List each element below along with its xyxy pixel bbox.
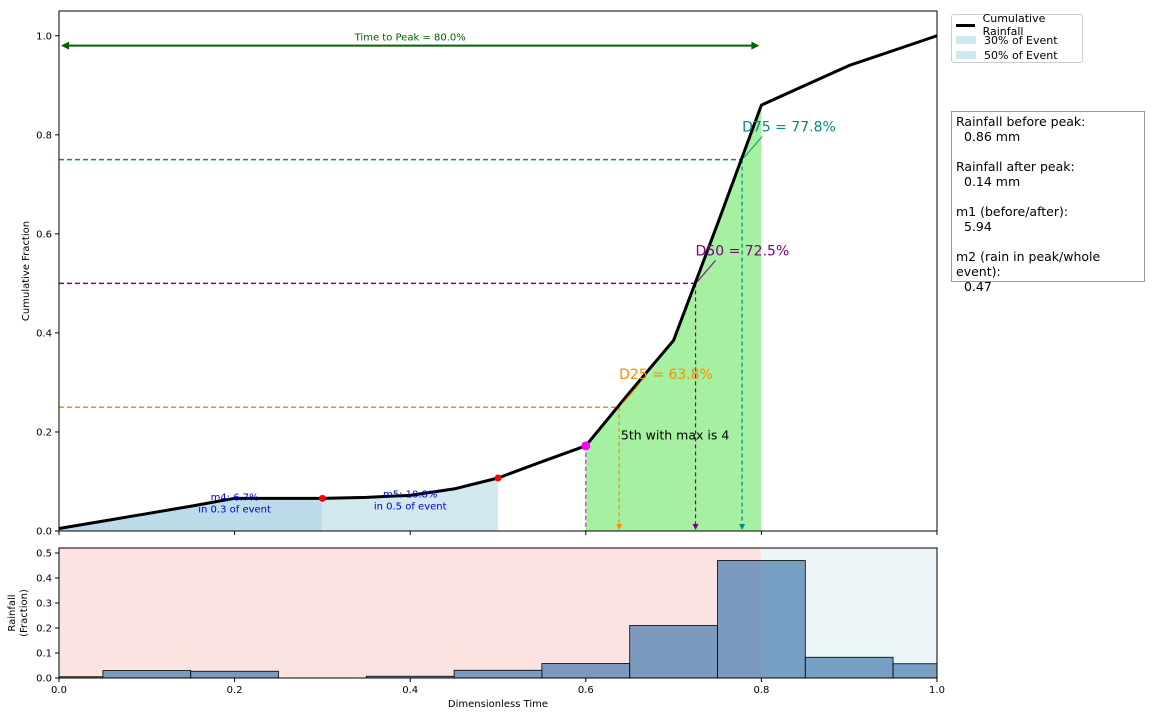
y-tick-label: 0.4 bbox=[36, 328, 52, 339]
rainfall-bar bbox=[629, 625, 718, 678]
rainfall-bar bbox=[541, 663, 631, 678]
y-axis-label: Cumulative Fraction bbox=[21, 221, 32, 321]
percentile-label-d25: D25 = 63.8% bbox=[619, 367, 713, 383]
stat-before-value: 0.86 mm bbox=[964, 129, 1021, 144]
legend-item-30pct: 30% of Event bbox=[956, 33, 1058, 47]
y-tick-label: 0.2 bbox=[36, 624, 52, 635]
rainfall-bar bbox=[453, 669, 543, 678]
percentile-arrowhead bbox=[692, 524, 699, 530]
y-tick-label: 0.5 bbox=[36, 549, 52, 560]
plot-frame bbox=[58, 547, 938, 679]
percentile-pointer bbox=[697, 260, 716, 282]
y-axis-label: Rainfall bbox=[7, 594, 18, 631]
rainfall-bar bbox=[717, 560, 806, 678]
legend-swatch-patch bbox=[956, 36, 976, 44]
stat-before-label: Rainfall before peak: bbox=[956, 114, 1086, 129]
legend-swatch-patch bbox=[956, 51, 976, 59]
x-axis-label: Dimensionless Time bbox=[448, 699, 548, 710]
percentile-label-d75: D75 = 77.8% bbox=[742, 120, 836, 136]
y-axis-label: (Fraction) bbox=[19, 589, 30, 637]
x-tick-label: 0.8 bbox=[753, 685, 769, 696]
y-tick-label: 0.2 bbox=[36, 427, 52, 438]
stat-m1-value: 5.94 bbox=[964, 219, 992, 234]
curve-marker bbox=[318, 494, 326, 502]
x-tick-label: 0.4 bbox=[402, 685, 418, 696]
stat-m2-value: 0.47 bbox=[964, 279, 992, 294]
legend-item-50pct: 50% of Event bbox=[956, 48, 1058, 62]
y-tick-label: 0.6 bbox=[36, 229, 52, 240]
legend: Cumulative Rainfall 30% of Event 50% of … bbox=[951, 12, 1083, 63]
x-tick-label: 1.0 bbox=[929, 685, 945, 696]
rainfall-axes: 0.0 0.1 0.2 0.3 0.4 0.5 0.0 0.2 0.4 0.6 0.8 1.0 Dime… bbox=[7, 547, 945, 710]
annotation-peak-note: 5th with max is 4 bbox=[621, 427, 729, 442]
stat-after-value: 0.14 mm bbox=[964, 174, 1021, 189]
shaded-region-peak bbox=[585, 105, 762, 531]
x-tick-label: 0.2 bbox=[227, 685, 243, 696]
annotation-m5-line2: in 0.5 of event bbox=[374, 501, 447, 512]
stat-m1-label: m1 (before/after): bbox=[956, 204, 1069, 219]
annotation-m4-line2: in 0.3 of event bbox=[198, 504, 271, 515]
curve-marker bbox=[581, 441, 591, 451]
plot-background bbox=[59, 11, 937, 531]
rainfall-bar bbox=[190, 670, 279, 678]
percentile-pointer bbox=[620, 383, 640, 406]
shaded-region-50-of-event bbox=[322, 478, 498, 531]
stats-box: Rainfall before peak: 0.86 mm Rainfall a… bbox=[951, 111, 1145, 294]
y-tick-label: 0.0 bbox=[36, 674, 52, 685]
legend-label: 30% of Event bbox=[984, 33, 1058, 47]
y-tick-label: 1.0 bbox=[36, 31, 52, 42]
percentile-pointer bbox=[743, 136, 763, 158]
rainfall-bar bbox=[102, 670, 192, 678]
percentile-label-d50: D50 = 72.5% bbox=[696, 243, 790, 259]
bar-group bbox=[59, 560, 937, 678]
y-tick-label: 0.8 bbox=[36, 130, 52, 141]
curve-marker bbox=[494, 474, 502, 482]
annotation-m4-line1: m4: 6.7% bbox=[211, 492, 259, 503]
y-tick-label: 0.4 bbox=[36, 574, 52, 585]
time-to-peak-label: Time to Peak = 80.0% bbox=[354, 33, 466, 44]
x-tick-label: 0.6 bbox=[578, 685, 594, 696]
y-tick-label: 0.3 bbox=[36, 599, 52, 610]
time-to-peak-arrowhead-left bbox=[61, 41, 69, 50]
legend-label: Cumulative Rainfall bbox=[982, 12, 1046, 38]
legend-label: 50% of Event bbox=[984, 48, 1058, 62]
cumulative-axes: Time to Peak = 80.0% D25 = 63.8% D50 = 72.… bbox=[21, 10, 938, 538]
x-tick-label: 0.0 bbox=[51, 685, 67, 696]
percentile-arrowhead bbox=[739, 524, 746, 530]
y-tick-label: 0.1 bbox=[36, 649, 52, 660]
time-to-peak-arrowhead-right bbox=[751, 41, 760, 50]
shaded-region-30-of-event bbox=[59, 498, 323, 531]
y-tick-label: 0.0 bbox=[36, 527, 52, 538]
stat-m2-label: m2 (rain in peak/whole event): bbox=[956, 249, 1101, 279]
legend-swatch-line bbox=[956, 23, 975, 27]
plot-frame bbox=[58, 10, 938, 532]
legend-item-cumulative: Cumulative Rainfall bbox=[956, 12, 1082, 38]
percentile-arrowhead bbox=[616, 524, 623, 530]
stat-after-label: Rainfall after peak: bbox=[956, 159, 1075, 174]
annotation-m5-line1: m5: 10.8% bbox=[383, 489, 437, 500]
rainfall-bar bbox=[804, 656, 894, 678]
